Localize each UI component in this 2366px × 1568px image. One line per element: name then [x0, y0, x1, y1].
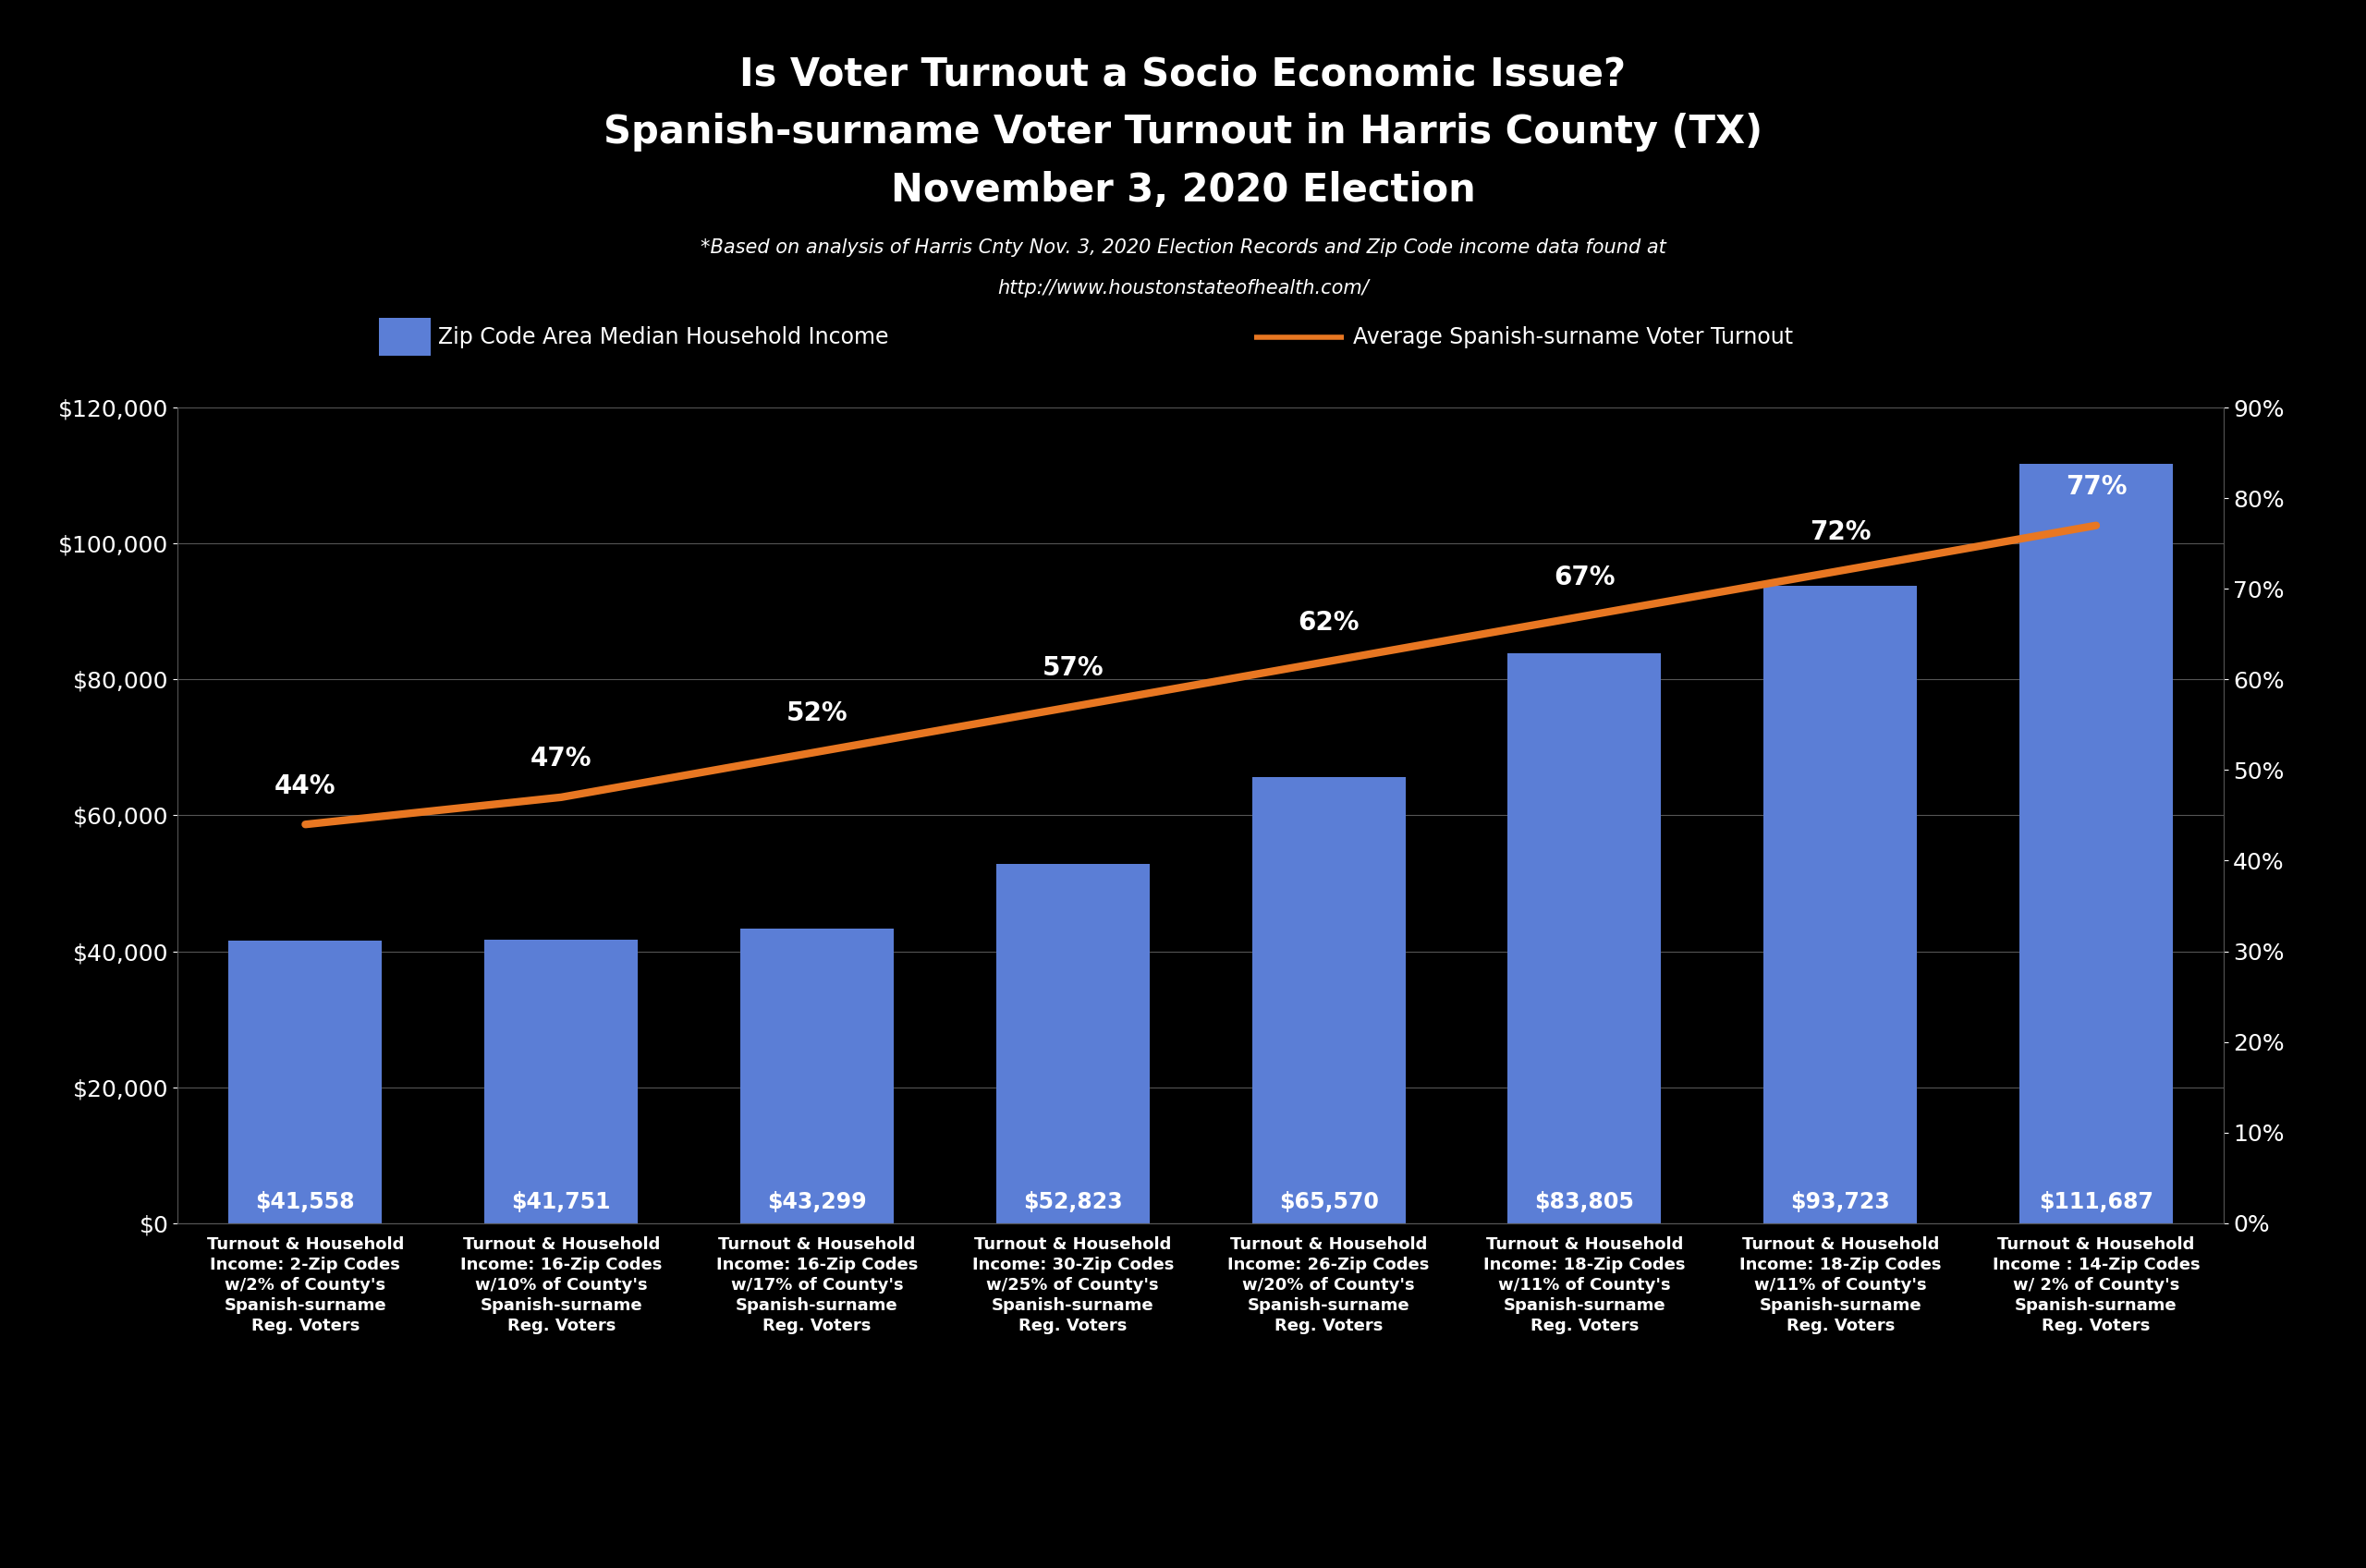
Bar [1252, 778, 1405, 1223]
Text: 44%: 44% [274, 773, 336, 800]
Text: 47%: 47% [530, 746, 592, 771]
Text: Spanish-surname Voter Turnout in Harris County (TX): Spanish-surname Voter Turnout in Harris … [603, 113, 1763, 152]
Text: November 3, 2020 Election: November 3, 2020 Election [890, 171, 1476, 210]
Text: $83,805: $83,805 [1536, 1190, 1635, 1214]
Text: 57%: 57% [1041, 655, 1103, 681]
Text: $93,723: $93,723 [1791, 1190, 1890, 1214]
Text: $43,299: $43,299 [767, 1190, 866, 1214]
Text: Is Voter Turnout a Socio Economic Issue?: Is Voter Turnout a Socio Economic Issue? [741, 55, 1625, 94]
Text: $41,751: $41,751 [511, 1190, 610, 1214]
Text: Zip Code Area Median Household Income: Zip Code Area Median Household Income [438, 326, 887, 348]
Text: 77%: 77% [2066, 474, 2127, 500]
Text: $65,570: $65,570 [1278, 1190, 1379, 1214]
Bar [230, 941, 381, 1223]
Text: $111,687: $111,687 [2039, 1190, 2153, 1214]
Bar [1763, 586, 1916, 1223]
Text: Average Spanish-surname Voter Turnout: Average Spanish-surname Voter Turnout [1353, 326, 1793, 348]
Text: $41,558: $41,558 [256, 1190, 355, 1214]
Text: $52,823: $52,823 [1022, 1190, 1121, 1214]
Text: http://www.houstonstateofhealth.com/: http://www.houstonstateofhealth.com/ [998, 279, 1368, 298]
Text: 67%: 67% [1554, 564, 1616, 591]
Bar [996, 864, 1150, 1223]
Text: *Based on analysis of Harris Cnty Nov. 3, 2020 Election Records and Zip Code inc: *Based on analysis of Harris Cnty Nov. 3… [700, 238, 1666, 257]
Bar [741, 928, 894, 1223]
Text: 52%: 52% [786, 701, 847, 726]
Bar [2018, 464, 2172, 1223]
Text: 62%: 62% [1299, 610, 1360, 637]
Text: 72%: 72% [1810, 519, 1872, 546]
Bar [485, 939, 639, 1223]
Bar [1507, 654, 1661, 1223]
